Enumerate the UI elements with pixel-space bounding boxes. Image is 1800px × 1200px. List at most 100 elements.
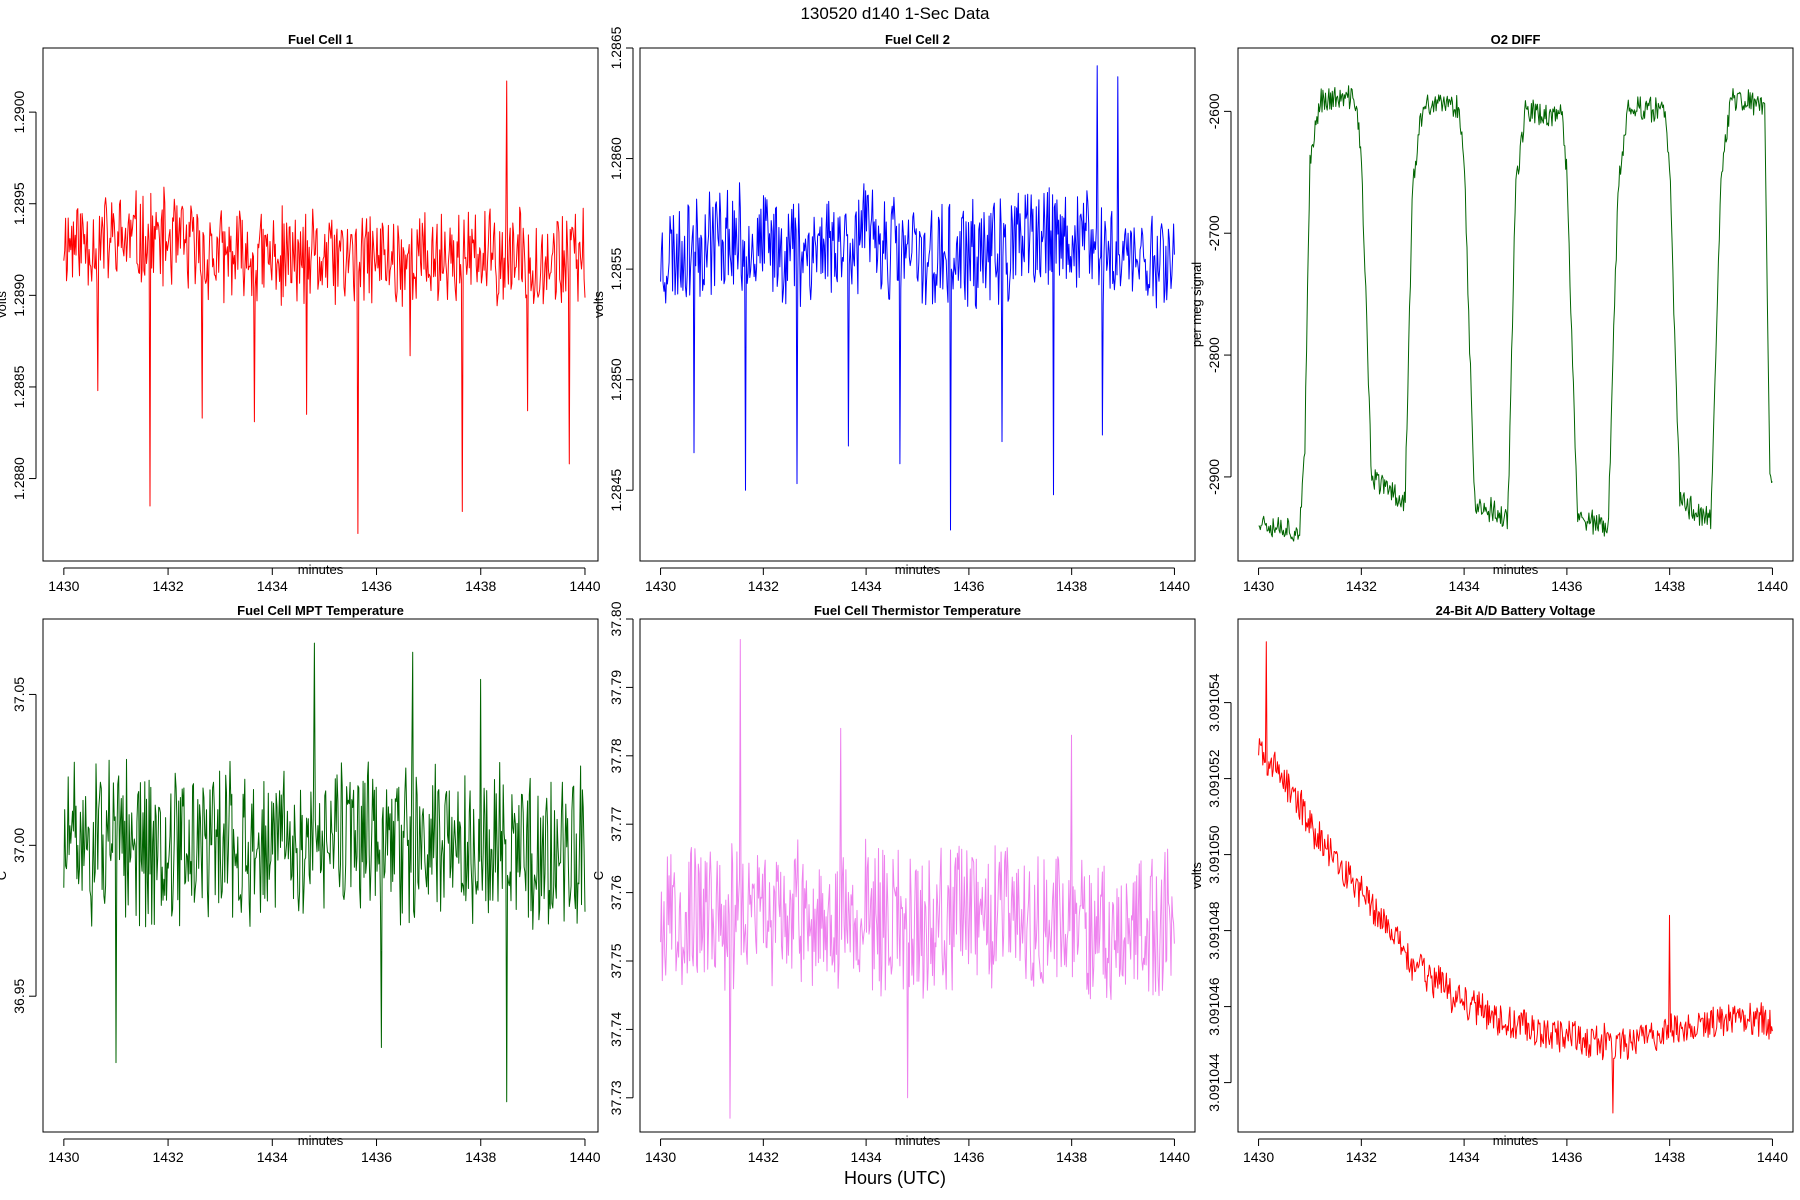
series-line bbox=[63, 80, 586, 534]
plot-frame bbox=[1237, 47, 1794, 562]
y-axis-label: C bbox=[591, 871, 606, 880]
plot-frame bbox=[639, 47, 1196, 562]
y-tick-label: 3.091054 bbox=[1206, 673, 1222, 732]
y-tick-label: 1.2850 bbox=[608, 358, 624, 401]
x-tick-label: 1440 bbox=[569, 578, 600, 594]
panel-title: 24-Bit A/D Battery Voltage bbox=[1436, 603, 1596, 618]
panel-title: Fuel Cell MPT Temperature bbox=[237, 603, 404, 618]
y-tick-label: 1.2860 bbox=[608, 137, 624, 180]
y-tick-label: 37.79 bbox=[608, 670, 624, 705]
y-axis-label: per meg signal bbox=[1189, 262, 1204, 347]
x-tick-label: 1434 bbox=[851, 1149, 882, 1165]
y-axis-label: volts bbox=[1189, 862, 1204, 889]
series-line bbox=[63, 642, 586, 1103]
y-tick-label: 37.74 bbox=[608, 1012, 624, 1047]
figure-footer-label: Hours (UTC) bbox=[844, 1168, 946, 1188]
x-tick-label: 1430 bbox=[48, 578, 79, 594]
series-line bbox=[660, 639, 1175, 1119]
chart-panel: Fuel Cell Thermistor Temperature 1430 1432… bbox=[591, 601, 1196, 1165]
y-tick-label: -2600 bbox=[1206, 93, 1222, 129]
x-tick-label: 1432 bbox=[748, 578, 779, 594]
chart-panel: Fuel Cell 1 1430 1432 1434 1436 1438 1440 minut… bbox=[0, 32, 601, 594]
x-tick-label: 1436 bbox=[1551, 1149, 1582, 1165]
x-tick-label: 1436 bbox=[361, 1149, 392, 1165]
y-tick-label: 37.78 bbox=[608, 738, 624, 773]
y-tick-label: 36.95 bbox=[11, 978, 27, 1013]
series-line bbox=[1258, 641, 1773, 1114]
y-tick-label: 37.00 bbox=[11, 828, 27, 863]
x-tick-label: 1432 bbox=[1346, 578, 1377, 594]
x-tick-label: 1434 bbox=[1449, 1149, 1480, 1165]
y-axis-label: volts bbox=[591, 291, 606, 318]
x-tick-label: 1430 bbox=[645, 578, 676, 594]
y-tick-label: 1.2900 bbox=[11, 91, 27, 134]
y-tick-label: -2800 bbox=[1206, 337, 1222, 373]
plot-frame bbox=[1237, 618, 1794, 1133]
y-tick-label: 1.2865 bbox=[608, 26, 624, 69]
series-line bbox=[660, 65, 1175, 531]
y-tick-label: 37.77 bbox=[608, 806, 624, 841]
x-tick-label: 1436 bbox=[953, 1149, 984, 1165]
x-tick-label: 1440 bbox=[1159, 578, 1190, 594]
x-tick-label: 1436 bbox=[953, 578, 984, 594]
y-tick-label: -2700 bbox=[1206, 215, 1222, 251]
x-tick-label: 1430 bbox=[1243, 578, 1274, 594]
x-tick-label: 1434 bbox=[1449, 578, 1480, 594]
panel-title: Fuel Cell Thermistor Temperature bbox=[814, 603, 1021, 618]
chart-panels: Fuel Cell 1 1430 1432 1434 1436 1438 1440 minut… bbox=[0, 26, 1794, 1165]
y-tick-label: 1.2895 bbox=[11, 182, 27, 225]
x-tick-label: 1432 bbox=[748, 1149, 779, 1165]
x-tick-label: 1438 bbox=[1056, 1149, 1087, 1165]
y-tick-label: 37.75 bbox=[608, 943, 624, 978]
x-tick-label: 1440 bbox=[1159, 1149, 1190, 1165]
x-tick-label: 1438 bbox=[1654, 1149, 1685, 1165]
panel-title: O2 DIFF bbox=[1491, 32, 1541, 47]
x-tick-label: 1430 bbox=[1243, 1149, 1274, 1165]
y-tick-label: 37.76 bbox=[608, 875, 624, 910]
y-tick-label: 3.091044 bbox=[1206, 1053, 1222, 1112]
y-tick-label: 3.091046 bbox=[1206, 977, 1222, 1036]
y-axis-label: volts bbox=[0, 291, 9, 318]
y-tick-label: 1.2885 bbox=[11, 365, 27, 408]
x-axis-label: minutes bbox=[1493, 1133, 1539, 1148]
x-axis-label: minutes bbox=[1493, 562, 1539, 577]
x-tick-label: 1430 bbox=[48, 1149, 79, 1165]
x-tick-label: 1438 bbox=[465, 1149, 496, 1165]
y-tick-label: -2900 bbox=[1206, 459, 1222, 495]
x-axis-label: minutes bbox=[298, 562, 344, 577]
x-tick-label: 1440 bbox=[1757, 1149, 1788, 1165]
y-tick-label: 37.80 bbox=[608, 601, 624, 636]
x-tick-label: 1434 bbox=[257, 1149, 288, 1165]
plot-frame bbox=[639, 618, 1196, 1133]
y-tick-label: 3.091048 bbox=[1206, 901, 1222, 960]
panel-title: Fuel Cell 1 bbox=[288, 32, 353, 47]
y-tick-label: 37.05 bbox=[11, 677, 27, 712]
chart-panel: 24-Bit A/D Battery Voltage 1430 1432 1434 14… bbox=[1189, 603, 1794, 1165]
y-tick-label: 1.2890 bbox=[11, 274, 27, 317]
y-tick-label: 1.2845 bbox=[608, 469, 624, 512]
y-axis-label: C bbox=[0, 871, 9, 880]
x-tick-label: 1432 bbox=[1346, 1149, 1377, 1165]
x-tick-label: 1434 bbox=[851, 578, 882, 594]
x-tick-label: 1432 bbox=[152, 1149, 183, 1165]
x-tick-label: 1432 bbox=[152, 578, 183, 594]
series-line bbox=[1258, 85, 1773, 542]
chart-panel: O2 DIFF 1430 1432 1434 1436 1438 1440 minutes -2… bbox=[1189, 32, 1794, 594]
x-axis-label: minutes bbox=[298, 1133, 344, 1148]
figure-title: 130520 d140 1-Sec Data bbox=[800, 4, 990, 23]
y-tick-label: 3.091052 bbox=[1206, 749, 1222, 808]
x-axis-label: minutes bbox=[895, 562, 941, 577]
panel-title: Fuel Cell 2 bbox=[885, 32, 950, 47]
y-tick-label: 1.2855 bbox=[608, 248, 624, 291]
x-tick-label: 1430 bbox=[645, 1149, 676, 1165]
x-tick-label: 1436 bbox=[361, 578, 392, 594]
x-tick-label: 1440 bbox=[569, 1149, 600, 1165]
plot-frame bbox=[42, 618, 599, 1133]
y-tick-label: 37.73 bbox=[608, 1080, 624, 1115]
x-tick-label: 1440 bbox=[1757, 578, 1788, 594]
x-tick-label: 1438 bbox=[465, 578, 496, 594]
chart-panel: Fuel Cell 2 1430 1432 1434 1436 1438 1440 minut… bbox=[591, 26, 1196, 594]
x-tick-label: 1434 bbox=[257, 578, 288, 594]
plot-frame bbox=[42, 47, 599, 562]
